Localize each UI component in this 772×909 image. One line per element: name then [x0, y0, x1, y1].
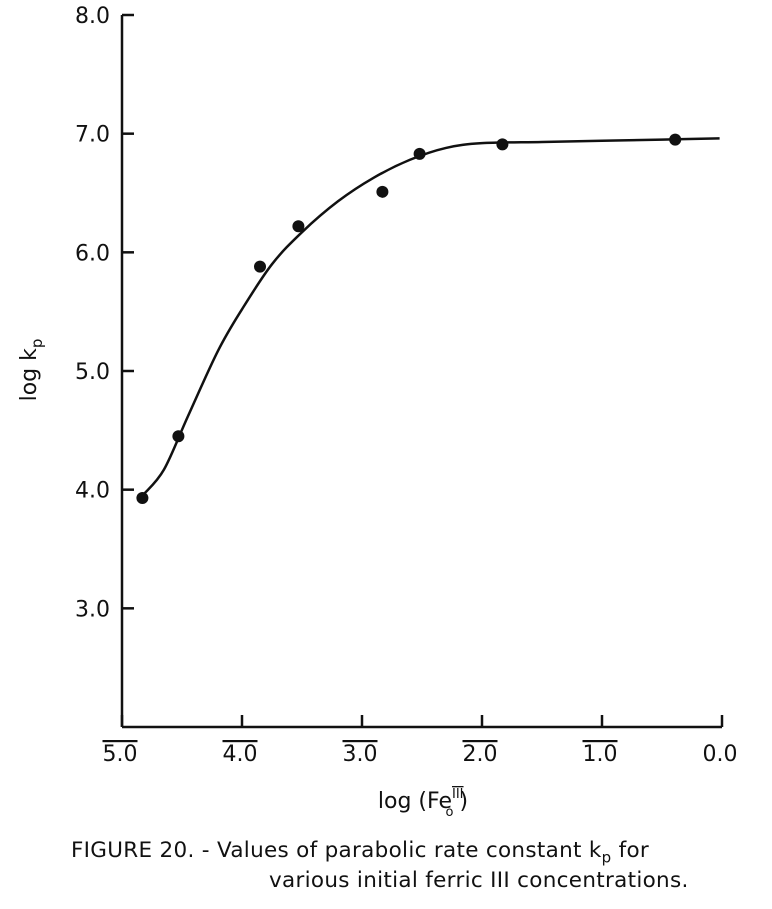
data-point	[254, 260, 266, 273]
x-tick-label: 5.0	[103, 742, 138, 767]
caption-line-1-end: for	[611, 838, 650, 863]
x-axis-title-super: III	[452, 787, 464, 802]
y-tick-label: 5.0	[75, 360, 110, 385]
caption-line-1-main: FIGURE 20. - Values of parabolic rate co…	[71, 838, 602, 863]
caption-line-1-sub: p	[601, 848, 612, 867]
y-axis-title: log kp	[17, 339, 46, 402]
y-tick-label: 3.0	[75, 597, 110, 622]
axes	[120, 15, 722, 729]
y-axis-title-sub: p	[28, 339, 46, 349]
x-axis-title-sub: o	[446, 805, 454, 820]
y-axis-ticks: 3.0 4.0 5.0 6.0 7.0 8.0	[75, 4, 134, 622]
data-point	[669, 133, 682, 146]
y-tick-label: 8.0	[75, 4, 110, 29]
caption-line-2: various initial ferric III concentration…	[269, 868, 689, 893]
x-axis-title-main: log (Fe	[378, 789, 452, 814]
x-tick-label: 0.0	[703, 742, 738, 767]
data-point	[413, 147, 426, 160]
x-axis-ticks: 5.0 4.0 3.0 2.0 1.0 0.0	[103, 715, 738, 767]
data-point	[292, 220, 305, 233]
x-axis-title: log (FeIII o)	[378, 787, 468, 820]
data-point	[496, 138, 509, 151]
y-axis-title-main: log k	[17, 348, 42, 402]
y-tick-label: 4.0	[75, 479, 110, 504]
data-point	[136, 491, 149, 504]
chart: 3.0 4.0 5.0 6.0 7.0 8.0 5.0 4.0 3.0 2.0 1.0 0.0 lo…	[17, 4, 738, 820]
data-point	[376, 185, 389, 198]
data-point	[172, 430, 185, 443]
x-tick-label: 4.0	[223, 742, 258, 767]
fit-curve	[142, 137, 720, 496]
y-tick-label: 7.0	[75, 123, 110, 148]
caption-line-1: FIGURE 20. - Values of parabolic rate co…	[0, 838, 772, 866]
y-tick-label: 6.0	[75, 241, 110, 266]
x-tick-label: 1.0	[583, 742, 618, 767]
x-tick-label: 3.0	[343, 742, 378, 767]
x-tick-label: 2.0	[463, 742, 498, 767]
fit-curve-layer	[142, 137, 720, 496]
x-axis-title-close: )	[460, 789, 469, 814]
data-points-layer	[136, 133, 682, 504]
